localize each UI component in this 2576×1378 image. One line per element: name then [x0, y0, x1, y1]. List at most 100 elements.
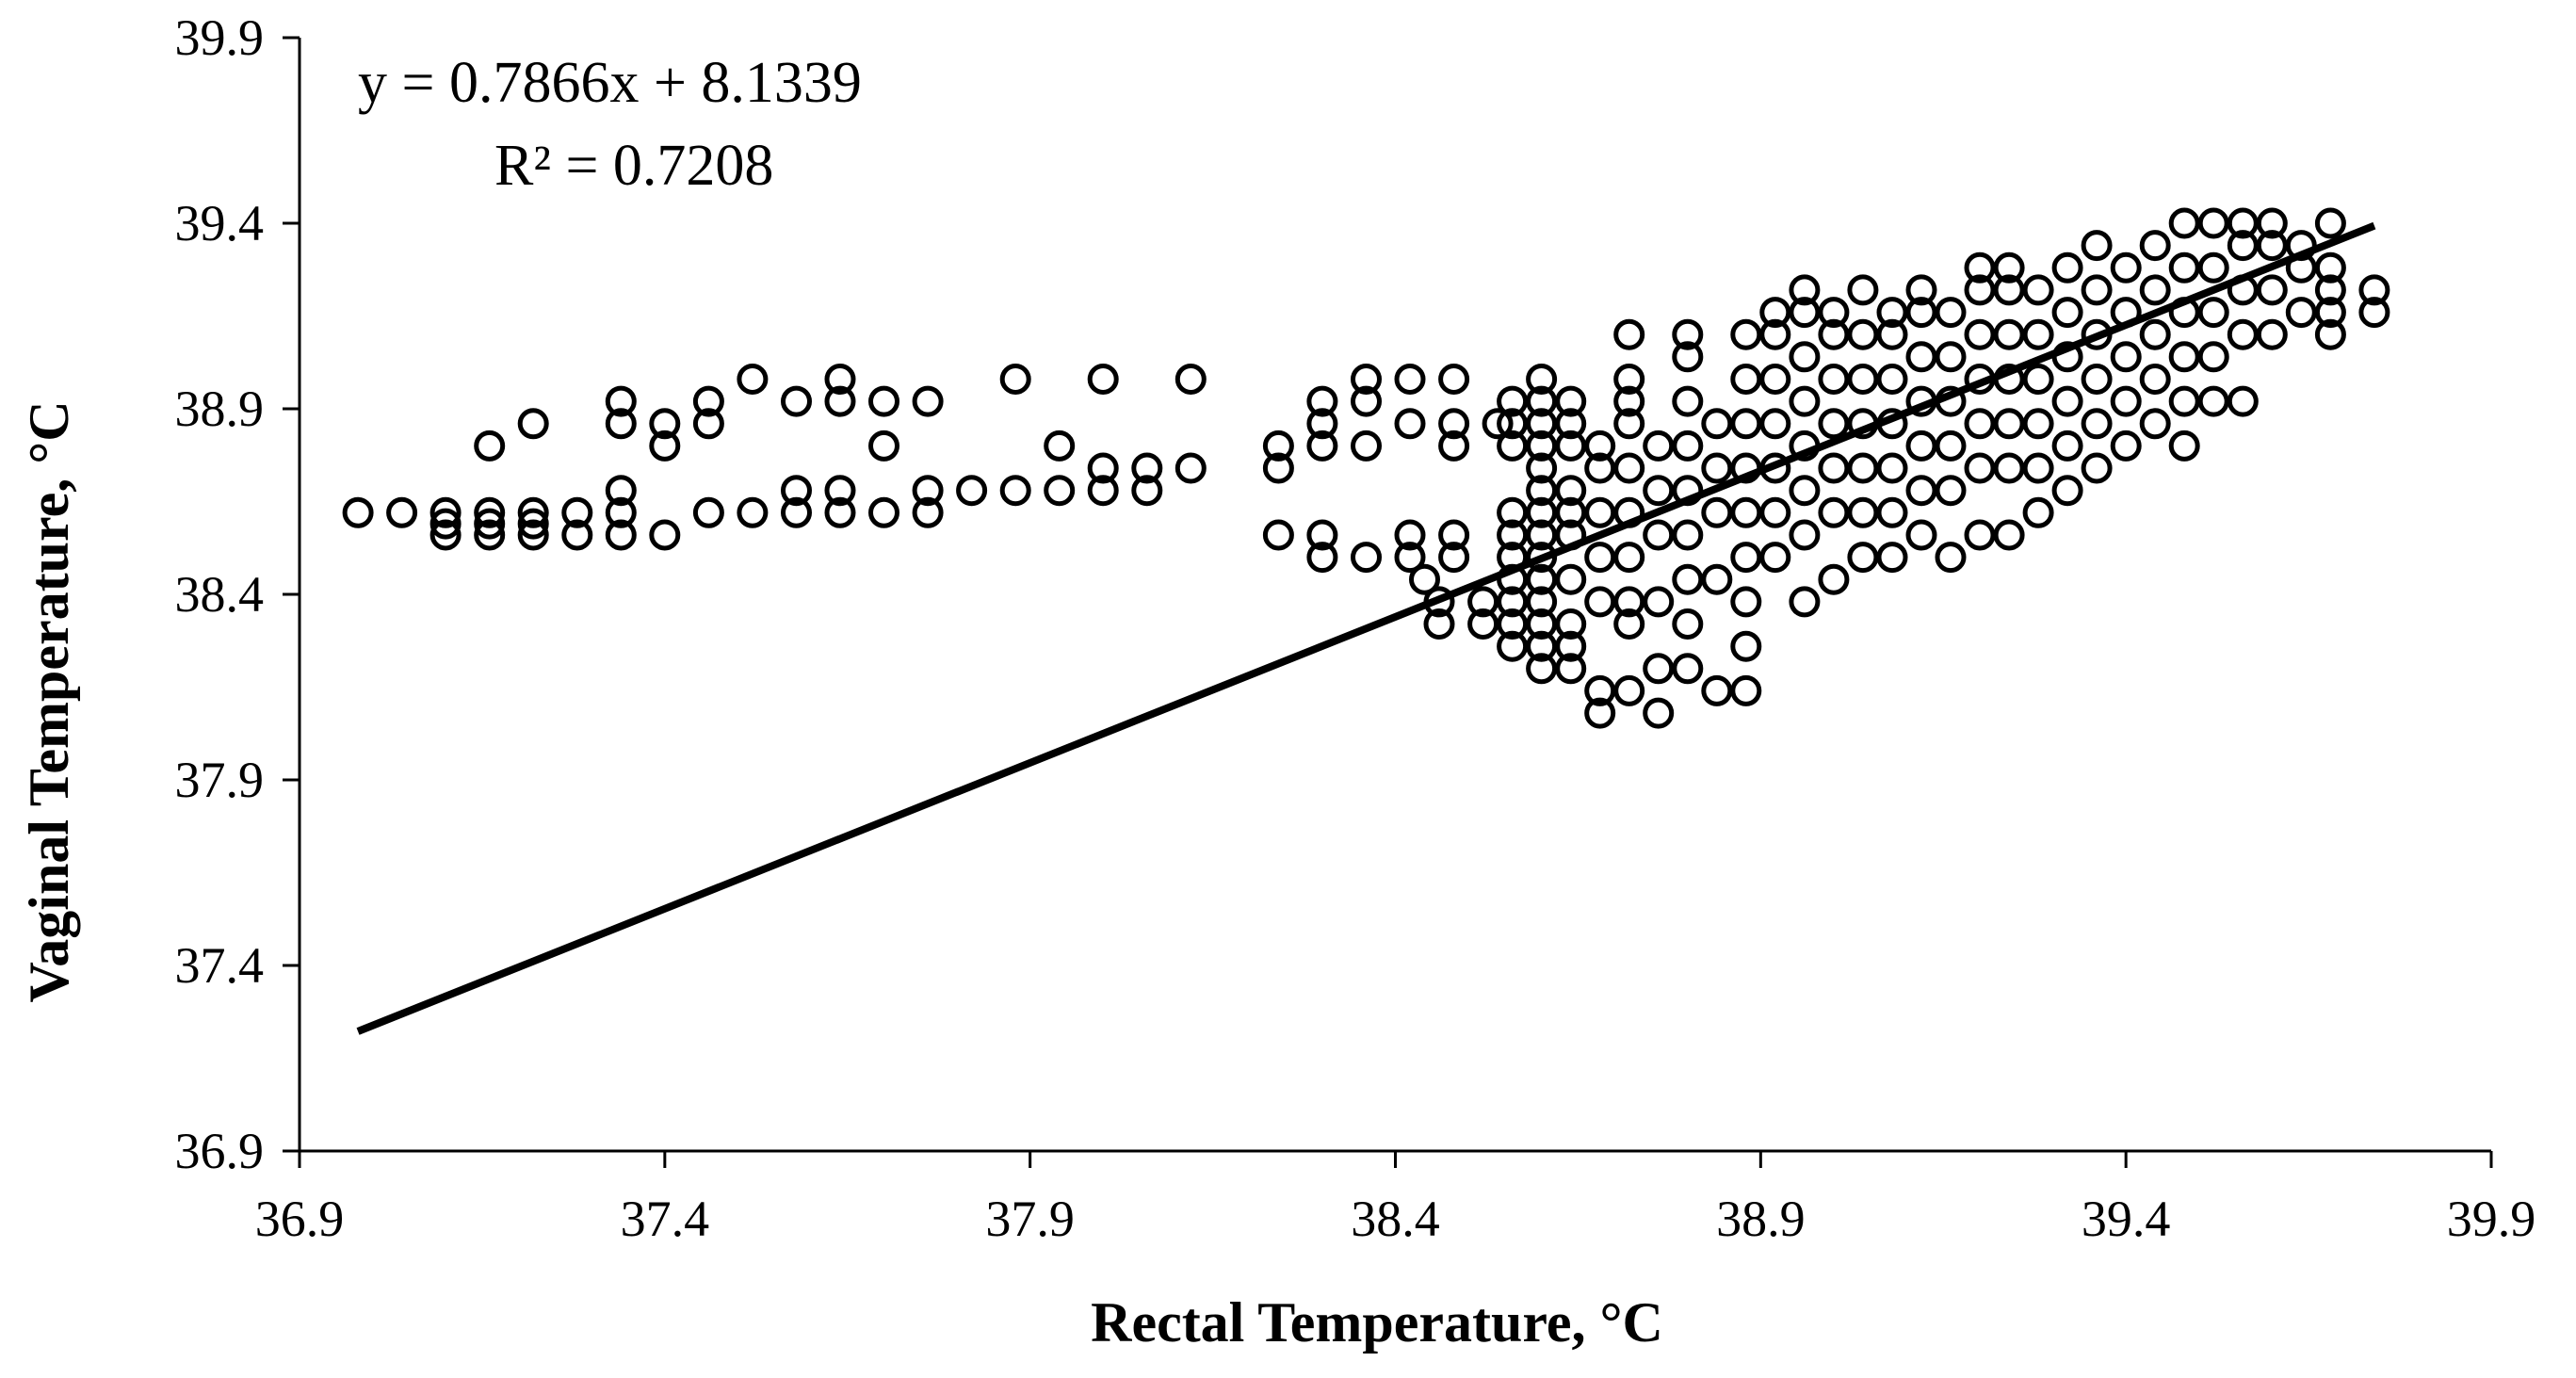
data-point [2314, 274, 2346, 306]
data-point [1087, 475, 1119, 507]
data-point [1526, 408, 1558, 440]
data-point [1555, 653, 1587, 685]
data-point [781, 496, 812, 528]
x-tick-label: 38.9 [1716, 1191, 1806, 1247]
data-point [692, 408, 724, 440]
data-point [605, 385, 637, 417]
data-point [999, 475, 1031, 507]
data-point [868, 385, 899, 417]
data-point [1613, 542, 1645, 574]
data-point [1555, 630, 1587, 662]
data-point [2110, 341, 2142, 373]
data-point [824, 385, 856, 417]
data-point [474, 430, 506, 462]
data-point [2314, 318, 2346, 350]
data-point [1438, 542, 1470, 574]
data-point [2197, 207, 2229, 239]
data-point [1351, 364, 1382, 395]
data-point [1497, 586, 1529, 618]
data-point [2197, 297, 2229, 329]
data-point [824, 364, 856, 395]
data-point [692, 385, 724, 417]
data-point [1351, 385, 1382, 417]
data-point [2139, 230, 2171, 262]
data-point [737, 364, 769, 395]
data-point [1672, 318, 1704, 350]
ticks-layer: 36.9 37.4 37.9 38.4 38.9 39.4 39.9 36.9 37.4 37.9… [175, 9, 2536, 1247]
data-point [1423, 608, 1455, 640]
data-point [1905, 341, 1937, 373]
y-tick-label: 36.9 [175, 1123, 265, 1179]
data-point [1438, 430, 1470, 462]
data-point [1497, 408, 1529, 440]
data-point [1497, 630, 1529, 662]
data-point [1555, 608, 1587, 640]
data-point [1672, 608, 1704, 640]
data-point [1876, 364, 1908, 395]
data-point [1876, 318, 1908, 350]
data-point [1555, 496, 1587, 528]
equation-label: y = 0.7866x + 8.1339 [358, 51, 862, 115]
data-point [1044, 430, 1076, 462]
data-point [1905, 297, 1937, 329]
data-point [605, 496, 637, 528]
data-point [2139, 318, 2171, 350]
x-tick-label: 37.4 [621, 1191, 710, 1247]
data-point [1672, 341, 1704, 373]
data-point [2081, 230, 2113, 262]
data-point [1789, 274, 1821, 306]
data-point [1394, 364, 1426, 395]
data-point [605, 475, 637, 507]
data-point [2256, 207, 2288, 239]
data-point [1262, 430, 1294, 462]
data-point [1701, 674, 1733, 706]
data-point [1847, 318, 1879, 350]
data-point [1847, 496, 1879, 528]
data-point [1672, 653, 1704, 685]
data-point [1993, 519, 2025, 551]
data-point [1555, 563, 1587, 595]
data-point [1584, 452, 1616, 484]
data-point [2051, 297, 2083, 329]
data-point [1818, 408, 1850, 440]
data-point [1759, 364, 1791, 395]
data-point [1847, 452, 1879, 484]
data-point [1497, 608, 1529, 640]
data-point [1701, 408, 1733, 440]
data-point [2110, 385, 2142, 417]
data-point [2081, 408, 2113, 440]
data-point [1730, 674, 1762, 706]
data-point [2022, 318, 2054, 350]
data-point [1730, 542, 1762, 574]
data-point [429, 519, 462, 551]
data-point [1613, 674, 1645, 706]
data-point [737, 496, 769, 528]
data-point [1789, 297, 1821, 329]
x-tick-label: 37.9 [985, 1191, 1075, 1247]
data-point [1584, 674, 1616, 706]
data-point [561, 496, 593, 528]
data-point [1876, 542, 1908, 574]
data-point [649, 430, 681, 462]
data-point [2314, 297, 2346, 329]
data-point [1935, 542, 1967, 574]
data-point [1993, 318, 2025, 350]
data-point [1789, 385, 1821, 417]
data-point [1759, 318, 1791, 350]
data-point [474, 519, 506, 551]
data-point [1087, 452, 1119, 484]
data-point [1701, 496, 1733, 528]
points-layer [342, 207, 2390, 729]
data-point [1262, 519, 1294, 551]
data-point [1613, 452, 1645, 484]
data-point [1497, 519, 1529, 551]
data-point [1730, 630, 1762, 662]
data-point [429, 496, 462, 528]
data-point [2227, 207, 2259, 239]
data-point [1526, 586, 1558, 618]
data-point [1351, 430, 1382, 462]
data-point [1818, 452, 1850, 484]
data-point [1701, 563, 1733, 595]
data-point [2168, 385, 2200, 417]
data-point [1643, 697, 1675, 729]
